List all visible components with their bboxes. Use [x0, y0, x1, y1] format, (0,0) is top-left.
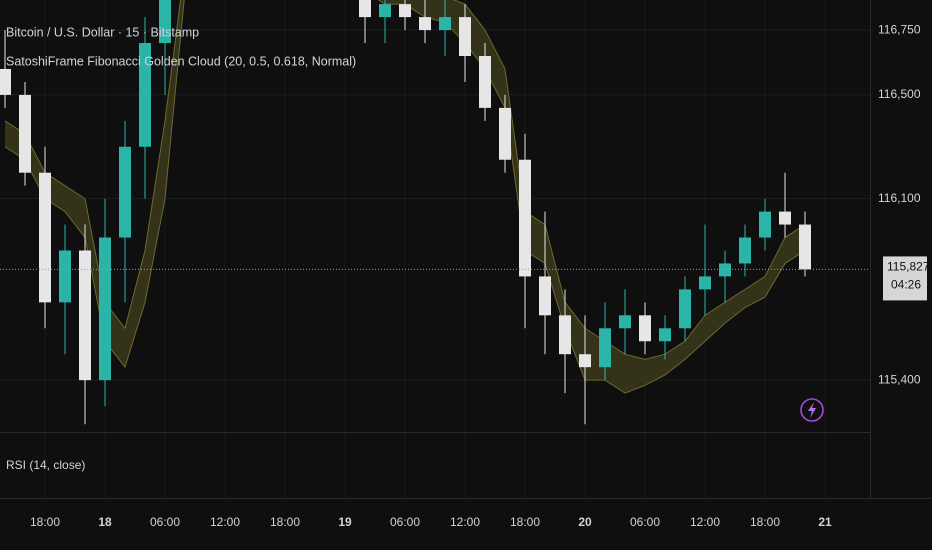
- candle-body: [59, 250, 71, 303]
- candle-body: [439, 17, 451, 31]
- x-tick-label: 12:00: [450, 515, 480, 529]
- y-tick-label: 116,750: [878, 22, 921, 36]
- y-tick-label: 115,400: [878, 372, 921, 386]
- candle-body: [39, 172, 51, 303]
- x-tick-label: 06:00: [150, 515, 180, 529]
- x-tick-label: 18:00: [270, 515, 300, 529]
- candle-body: [519, 159, 531, 277]
- candle-body: [379, 4, 391, 18]
- candle-body: [719, 263, 731, 277]
- candle-body: [779, 211, 791, 225]
- candle-body: [599, 328, 611, 368]
- candle-body: [539, 276, 551, 316]
- candle-body: [99, 237, 111, 381]
- x-tick-label: 12:00: [690, 515, 720, 529]
- candle-body: [459, 17, 471, 57]
- cloud-upper: [4, 0, 806, 360]
- x-tick-label: 06:00: [390, 515, 420, 529]
- candle-body: [699, 276, 711, 290]
- candle-body: [579, 354, 591, 368]
- x-tick-label: 18:00: [30, 515, 60, 529]
- indicator-label: SatoshiFrame Fibonacci Golden Cloud (20,…: [6, 54, 356, 68]
- alert-icon[interactable]: [800, 398, 824, 422]
- candle-body: [479, 56, 491, 108]
- candle-body: [19, 94, 31, 173]
- x-tick-label: 19: [338, 515, 352, 529]
- candle-body: [619, 315, 631, 329]
- candle-body: [399, 4, 411, 18]
- last-price-box: [883, 256, 927, 301]
- candle-body: [659, 328, 671, 342]
- candle-body: [639, 315, 651, 342]
- rsi-label: RSI (14, close): [6, 458, 85, 472]
- candle-body: [359, 0, 371, 18]
- candle-body: [759, 211, 771, 238]
- x-tick-label: 18: [98, 515, 112, 529]
- y-tick-label: 116,500: [878, 87, 921, 101]
- countdown: 04:26: [891, 278, 921, 292]
- x-tick-label: 12:00: [210, 515, 240, 529]
- candle-body: [679, 289, 691, 329]
- x-tick-label: 18:00: [750, 515, 780, 529]
- chart-title: Bitcoin / U.S. Dollar · 15 · Bitstamp: [6, 25, 199, 39]
- candle-body: [79, 250, 91, 381]
- x-tick-label: 20: [578, 515, 592, 529]
- candle-body: [139, 43, 151, 147]
- x-tick-label: 21: [818, 515, 832, 529]
- candle-body: [559, 315, 571, 355]
- candle-body: [159, 0, 171, 44]
- candle-body: [119, 146, 131, 238]
- y-tick-label: 116,100: [878, 191, 921, 205]
- candle-body: [419, 17, 431, 31]
- candle-body: [739, 237, 751, 264]
- last-price-label: 115,827: [887, 260, 930, 274]
- candle-body: [799, 224, 811, 270]
- x-tick-label: 18:00: [510, 515, 540, 529]
- candle-body: [0, 68, 11, 95]
- candle-body: [499, 107, 511, 160]
- x-tick-label: 06:00: [630, 515, 660, 529]
